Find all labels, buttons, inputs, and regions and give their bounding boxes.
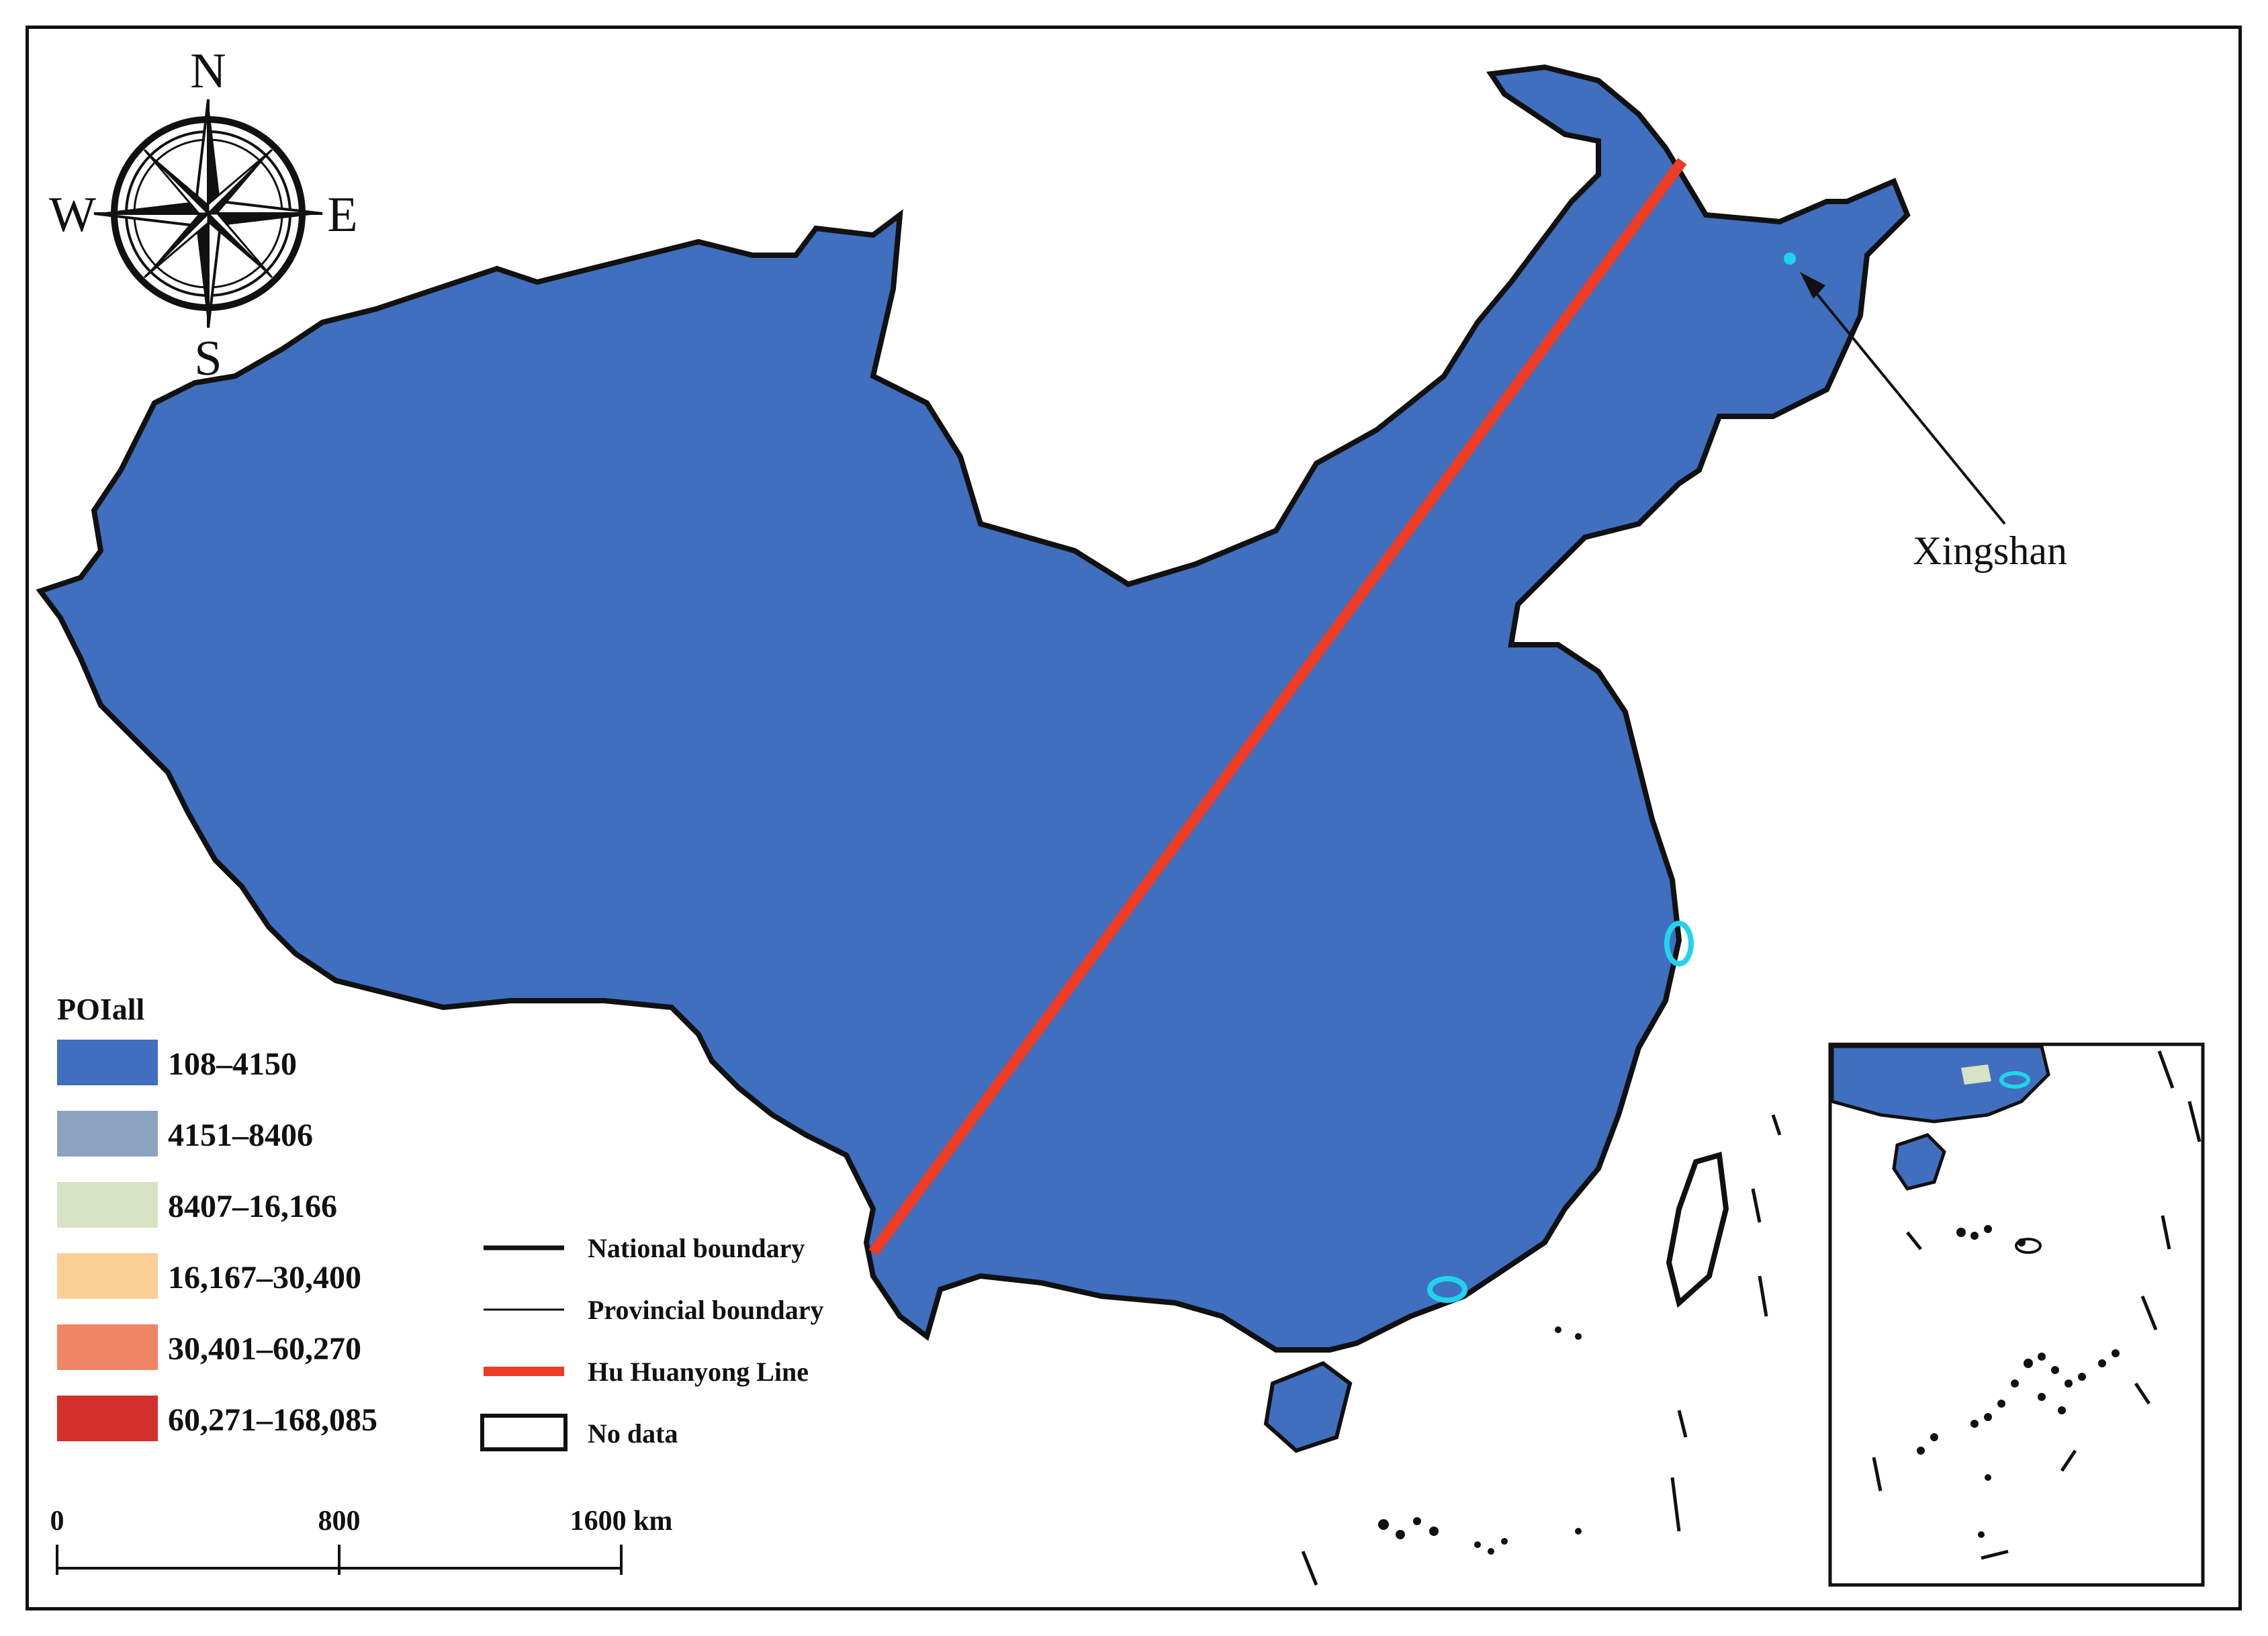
legend-label-6: 60,271–168,085 xyxy=(168,1402,377,1438)
legend-swatch-1 xyxy=(57,1040,158,1085)
provincial-boundary-label: Provincial boundary xyxy=(588,1295,824,1325)
boundary-legend: National boundary Provincial boundary Hu… xyxy=(480,1233,824,1451)
scale-label-800: 800 xyxy=(318,1506,361,1537)
south-china-sea-inset xyxy=(1828,1042,2205,1587)
legend-label-4: 16,167–30,400 xyxy=(168,1260,361,1296)
compass-south: S xyxy=(194,331,222,386)
hu-huanyong-line xyxy=(868,158,1687,1256)
compass-rose: N S E W xyxy=(49,44,358,386)
scale-label-1600: 1600 km xyxy=(570,1506,673,1537)
legend-swatch-3 xyxy=(57,1182,158,1228)
xingshan-arrowhead xyxy=(1800,272,1825,299)
legend-rows: 108–4150 4151–8406 8407–16,166 16,167–30,40… xyxy=(57,1040,377,1441)
highlight-markers xyxy=(1427,921,1694,1303)
legend-swatch-2 xyxy=(57,1111,158,1156)
legend-label-1: 108–4150 xyxy=(168,1046,297,1082)
compass-west: W xyxy=(49,187,96,242)
xingshan-label: Xingshan xyxy=(1913,529,2067,573)
scale-bar: 0 800 1600 km xyxy=(50,1506,673,1575)
compass-east: E xyxy=(327,187,357,242)
no-data-label: No data xyxy=(588,1418,678,1449)
no-data-swatch xyxy=(480,1414,568,1451)
legend-label-5: 30,401–60,270 xyxy=(168,1331,361,1367)
islands xyxy=(1263,1114,1782,1586)
scale-label-0: 0 xyxy=(50,1506,64,1537)
legend-swatch-5 xyxy=(57,1324,158,1370)
hu-line-label: Hu Huanyong Line xyxy=(588,1357,809,1387)
legend-label-3: 8407–16,166 xyxy=(168,1189,337,1224)
compass-north: N xyxy=(190,44,226,99)
legend-title: POIall xyxy=(57,992,144,1026)
poi-legend: POIall 108–4150 4151–8406 8407–16,166 16,16… xyxy=(57,992,377,1441)
legend-swatch-6 xyxy=(57,1396,158,1441)
xingshan-arrow xyxy=(1809,284,2006,525)
legend-label-2: 4151–8406 xyxy=(168,1118,313,1153)
xingshan-marker xyxy=(1784,253,1796,265)
national-boundary-label: National boundary xyxy=(588,1233,805,1263)
legend-swatch-4 xyxy=(57,1253,158,1299)
